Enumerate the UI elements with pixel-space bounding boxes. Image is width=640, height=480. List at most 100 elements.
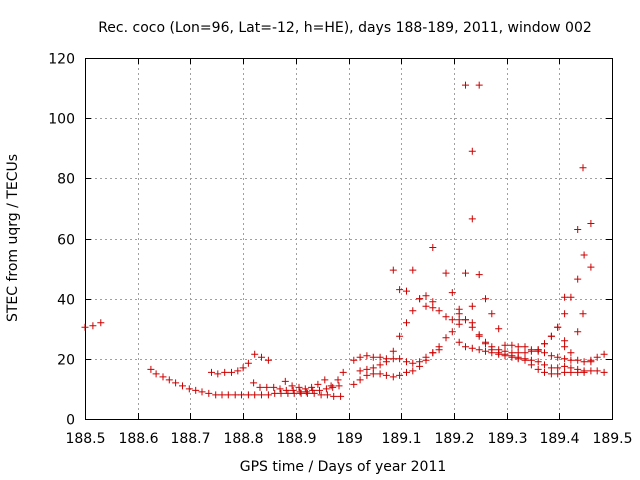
data-point: [350, 356, 358, 364]
x-tick-label: 188.7: [170, 431, 210, 447]
x-tick-label: 189: [336, 431, 363, 447]
data-point: [574, 226, 582, 233]
data-point: [363, 365, 371, 373]
data-point: [561, 293, 569, 301]
data-point: [409, 359, 417, 367]
data-point: [277, 389, 285, 397]
y-tick-label: 60: [57, 233, 75, 249]
data-point: [302, 388, 310, 396]
data-point: [554, 370, 562, 378]
data-point: [263, 383, 271, 391]
data-point: [567, 356, 575, 364]
data-point: [389, 373, 397, 381]
data-point: [429, 349, 437, 357]
data-point: [250, 379, 258, 387]
data-point: [574, 356, 582, 364]
data-point: [482, 295, 489, 303]
data-point: [521, 343, 529, 351]
data-point: [205, 389, 213, 397]
data-point: [514, 343, 522, 351]
x-tick-label: 189.2: [434, 431, 474, 447]
y-tick-label: 0: [66, 413, 75, 429]
data-point: [475, 346, 483, 354]
data-point: [363, 371, 371, 379]
data-point: [303, 389, 311, 397]
data-point: [308, 383, 316, 391]
data-point: [147, 365, 155, 373]
y-tick-label: 120: [48, 52, 75, 68]
x-tick-label: 188.9: [276, 431, 316, 447]
data-point: [579, 310, 587, 318]
data-point: [541, 349, 548, 357]
data-point: [322, 385, 330, 393]
data-point: [251, 350, 259, 358]
data-point: [290, 389, 298, 397]
data-point: [396, 355, 404, 363]
data-point: [468, 323, 476, 331]
data-point: [501, 341, 509, 349]
y-tick-label: 80: [57, 172, 75, 188]
data-point: [574, 328, 582, 336]
data-point: [495, 325, 503, 333]
x-tick-label: 188.5: [65, 431, 105, 447]
data-point: [152, 370, 160, 378]
data-point: [475, 81, 483, 89]
data-point: [527, 347, 535, 355]
data-point: [587, 263, 595, 271]
data-point: [567, 349, 575, 357]
data-point: [600, 368, 608, 376]
data-point: [422, 302, 430, 310]
data-point: [422, 353, 430, 361]
data-point: [369, 364, 377, 372]
data-point: [256, 383, 264, 391]
data-point: [547, 364, 555, 372]
data-point: [185, 385, 193, 393]
data-point: [541, 368, 548, 376]
data-point: [396, 286, 404, 294]
data-point: [295, 383, 303, 391]
data-point: [554, 353, 562, 361]
data-point: [165, 376, 173, 384]
data-point: [323, 391, 331, 399]
data-point: [264, 356, 272, 364]
data-point: [442, 334, 450, 342]
data-point: [561, 362, 569, 370]
data-point: [282, 386, 290, 394]
data-point: [396, 371, 404, 379]
y-tick-label: 20: [57, 353, 75, 369]
data-point: [508, 341, 516, 349]
x-tick-label: 189.5: [592, 431, 632, 447]
data-point: [89, 322, 97, 330]
data-point: [508, 349, 516, 357]
data-point: [179, 382, 186, 390]
data-point: [316, 386, 323, 394]
data-point: [561, 368, 569, 376]
data-point: [435, 307, 443, 315]
data-point: [258, 353, 265, 361]
data-point: [270, 383, 278, 391]
data-point: [580, 358, 588, 366]
data-point: [468, 147, 476, 155]
data-point: [527, 361, 535, 369]
chart-title: Rec. coco (Lon=96, Lat=-12, h=HE), days …: [98, 20, 592, 36]
data-point: [534, 358, 542, 366]
data-point: [468, 344, 476, 352]
data-point: [468, 302, 476, 310]
data-point: [514, 349, 522, 357]
data-point: [561, 343, 569, 351]
data-point: [561, 310, 569, 318]
data-point: [281, 377, 289, 385]
data-point: [514, 355, 522, 363]
data-point: [547, 332, 555, 340]
data-point: [218, 391, 226, 399]
data-point: [376, 353, 384, 361]
data-point: [541, 340, 548, 348]
data-point: [416, 295, 424, 303]
data-point: [409, 266, 417, 274]
data-point: [579, 164, 587, 172]
data-point: [192, 386, 200, 394]
data-point: [501, 347, 509, 355]
data-point: [297, 389, 305, 397]
data-point: [448, 328, 456, 336]
data-point: [329, 383, 337, 391]
